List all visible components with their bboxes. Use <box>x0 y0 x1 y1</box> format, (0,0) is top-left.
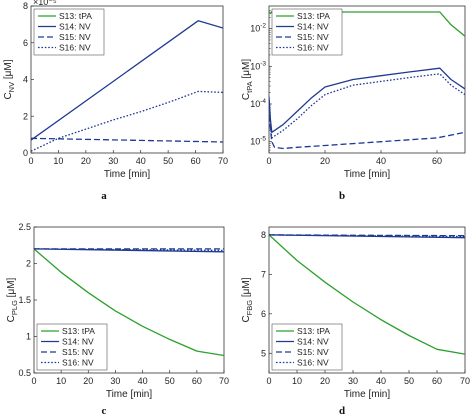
legend-entry-label: S13: tPA <box>297 326 330 336</box>
y-tick-label: 7 <box>261 269 266 279</box>
legend-entry-label: S15: NV <box>297 347 329 357</box>
y-tick-label: 8 <box>23 1 28 11</box>
x-tick-label: 60 <box>192 376 202 386</box>
chart-panel-d: 0 10 20 30 40 50 60 70 5 6 7 8 Time [min] CFBG [μM] S1… <box>241 226 470 417</box>
legend-entry-label: S14: NV <box>297 337 329 347</box>
x-tick-label: 70 <box>218 156 228 166</box>
chart-panel-b: 0 20 40 60 10-5 10-4 10-3 10-2 Time [min] CtPA [μ… <box>241 5 466 202</box>
series-line-solid-2 <box>269 67 465 133</box>
y-tick-label: 5 <box>261 348 266 358</box>
x-tick-label: 10 <box>292 376 302 386</box>
x-tick-label: 30 <box>110 376 120 386</box>
y-exponent-label: ×10⁻⁵ <box>33 0 57 7</box>
x-tick-label: 60 <box>191 156 201 166</box>
panel-label: d <box>339 405 345 417</box>
y-axis-label: CNV [μM] <box>3 59 16 99</box>
x-tick-label: 0 <box>28 156 33 166</box>
y-tick-label: 2 <box>26 259 31 269</box>
legend-entry-label: S14: NV <box>59 22 91 32</box>
x-tick-label: 20 <box>83 376 93 386</box>
y-tick-label: 1.5 <box>18 295 31 305</box>
legend-entry-label: S13: tPA <box>297 11 330 21</box>
legend-entry-label: S16: NV <box>59 43 91 53</box>
series-line-solid-1 <box>269 234 465 355</box>
x-axis-label: Time [min] <box>344 169 391 180</box>
plot-area-frame <box>268 226 466 374</box>
x-tick-label: 40 <box>376 376 386 386</box>
legend-entry-label: S16: NV <box>62 358 94 368</box>
panel-label: c <box>102 405 107 417</box>
x-tick-label: 50 <box>163 156 173 166</box>
x-axis-label: Time [min] <box>344 389 391 400</box>
y-tick-label: 2.5 <box>18 222 31 232</box>
y-tick-label: 10-2 <box>250 23 266 34</box>
y-tick-label: 1 <box>26 332 31 342</box>
chart-panel-a: 0 10 20 30 40 50 60 70 0 2 4 6 8 ×10⁻⁵ Time [min] CNV [… <box>3 0 228 202</box>
legend-entry-label: S15: NV <box>59 32 91 42</box>
y-axis-label: CtPA [μM] <box>241 59 254 100</box>
plot-area-frame <box>268 5 466 154</box>
x-tick-label: 70 <box>219 376 229 386</box>
legend-entry-label: S15: NV <box>297 32 329 42</box>
x-tick-label: 60 <box>432 376 442 386</box>
y-axis-label: CFBG [μM] <box>241 277 254 322</box>
series-line-dotted-4 <box>31 90 223 152</box>
x-tick-label: 0 <box>266 156 271 166</box>
x-axis-label: Time [min] <box>104 169 151 180</box>
x-tick-label: 50 <box>404 376 414 386</box>
series-line-dotted-4 <box>34 248 224 252</box>
y-tick-label: 0 <box>23 148 28 158</box>
x-tick-label: 20 <box>81 156 91 166</box>
legend-entry-label: S15: NV <box>62 347 94 357</box>
legend-entry-label: S13: tPA <box>62 326 95 336</box>
legend-entry-label: S14: NV <box>297 22 329 32</box>
legend-entry-label: S16: NV <box>297 358 329 368</box>
y-tick-label: 6 <box>23 38 28 48</box>
chart-panel-c: 0 10 20 30 40 50 60 70 0.5 1 1.5 2 2.5 Time [min] CPLG… <box>6 222 229 417</box>
series-line-dashed-3 <box>31 137 223 143</box>
y-tick-label: 8 <box>261 230 266 240</box>
y-tick-label: 4 <box>23 75 28 85</box>
y-tick-label: 0.5 <box>18 368 31 378</box>
x-tick-label: 0 <box>31 376 36 386</box>
x-tick-label: 70 <box>460 376 470 386</box>
legend-box <box>36 323 108 371</box>
x-tick-label: 10 <box>53 156 63 166</box>
x-tick-label: 50 <box>165 376 175 386</box>
legend-entry-label: S13: tPA <box>59 11 92 21</box>
y-tick-label: 6 <box>261 309 266 319</box>
x-tick-label: 40 <box>136 156 146 166</box>
y-tick-label: 10-4 <box>250 98 266 109</box>
x-tick-label: 10 <box>56 376 66 386</box>
series-line-solid-1 <box>34 248 224 357</box>
series-line-dashed-3 <box>269 115 465 150</box>
x-tick-label: 20 <box>320 376 330 386</box>
x-tick-label: 60 <box>432 156 442 166</box>
series-line-dotted-4 <box>269 73 465 139</box>
legend-entry-label: S16: NV <box>297 43 329 53</box>
series-line-dotted-4 <box>269 234 465 238</box>
y-tick-label: 10-5 <box>250 136 266 147</box>
x-tick-label: 30 <box>108 156 118 166</box>
series-line-dashed-3 <box>269 234 465 237</box>
x-tick-label: 20 <box>320 156 330 166</box>
x-axis-label: Time [min] <box>106 389 153 400</box>
series-line-solid-2 <box>31 20 223 141</box>
y-tick-label: 2 <box>23 111 28 121</box>
x-tick-label: 40 <box>138 376 148 386</box>
panel-label: a <box>101 190 107 202</box>
legend-entry-label: S14: NV <box>62 337 94 347</box>
x-tick-label: 0 <box>266 376 271 386</box>
x-tick-label: 30 <box>348 376 358 386</box>
y-tick-label: 10-3 <box>250 60 266 71</box>
x-tick-label: 40 <box>376 156 386 166</box>
y-axis-label: CPLG [μM] <box>6 277 19 322</box>
panel-label: b <box>339 190 345 202</box>
